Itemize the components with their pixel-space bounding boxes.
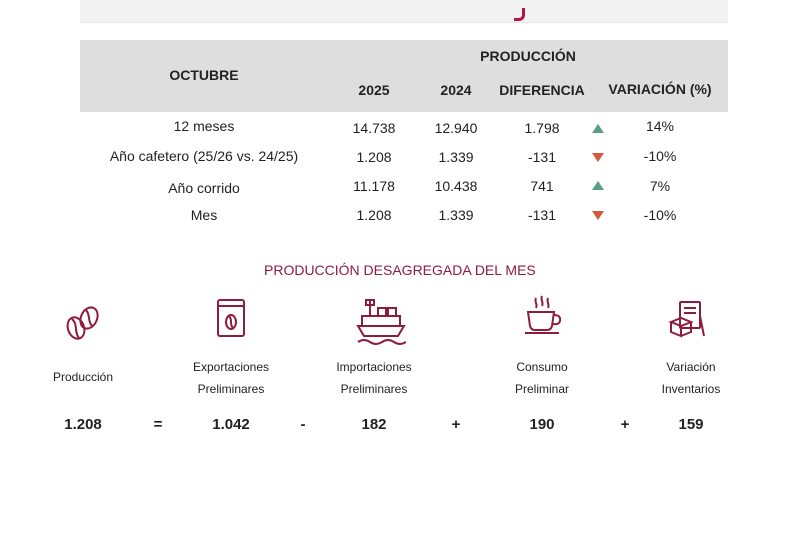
trend-down-icon (592, 153, 604, 162)
trend-down-icon (592, 211, 604, 220)
value-variacion-inventarios: 159 (678, 416, 704, 433)
row-diff: -131 (527, 207, 557, 223)
label-produccion: Producción (53, 366, 113, 388)
coffee-cup-icon (525, 295, 562, 334)
label-line: Preliminares (340, 382, 408, 396)
partial-title-mark (514, 8, 525, 21)
value-exportaciones: 1.042 (212, 416, 250, 433)
row-2025: 1.208 (356, 149, 392, 165)
trend-up-icon (592, 124, 604, 133)
label-consumo: Consumo Preliminar (515, 356, 569, 400)
row-2025: 14.738 (352, 120, 396, 136)
cargo-ship-icon (356, 299, 406, 345)
row-2024: 10.438 (434, 178, 478, 194)
coffee-bean-icon (66, 306, 99, 340)
label-line: Preliminares (197, 382, 265, 396)
label-exportaciones: Exportaciones Preliminares (193, 356, 269, 400)
row-diff: -131 (527, 149, 557, 165)
row-2025: 1.208 (356, 207, 392, 223)
coffee-bag-icon (217, 299, 245, 337)
header-production: PRODUCCIÓN (480, 48, 576, 64)
header-diferencia: DIFERENCIA (499, 82, 585, 98)
row-variation: 7% (649, 178, 671, 194)
row-diff: 741 (530, 178, 554, 194)
row-label: Año cafetero (25/26 vs. 24/25) (109, 148, 299, 164)
row-2024: 1.339 (438, 149, 474, 165)
header-2024: 2024 (440, 82, 472, 98)
header-month: OCTUBRE (169, 67, 239, 83)
inventory-icon (668, 301, 705, 338)
row-2024: 12.940 (434, 120, 478, 136)
label-importaciones: Importaciones Preliminares (336, 356, 411, 400)
value-consumo: 190 (529, 416, 555, 433)
row-diff: 1.798 (524, 120, 560, 136)
header-variacion: VARIACIÓN (%) (608, 81, 712, 97)
operator-equals: = (153, 416, 163, 433)
label-line: Variación (666, 360, 716, 374)
row-label: Mes (190, 207, 218, 223)
operator-plus: + (620, 416, 630, 433)
value-importaciones: 182 (361, 416, 387, 433)
label-line: Producción (52, 370, 114, 384)
table-header (80, 40, 728, 112)
header-2025: 2025 (358, 82, 390, 98)
value-produccion: 1.208 (64, 416, 102, 433)
breakdown-title: PRODUCCIÓN DESAGREGADA DEL MES (264, 262, 536, 278)
label-line: Importaciones (336, 360, 412, 374)
row-2025: 11.178 (353, 178, 395, 194)
row-variation: -10% (643, 148, 677, 164)
operator-plus: + (451, 416, 461, 433)
trend-up-icon (592, 181, 604, 190)
row-label: Año corrido (168, 180, 240, 196)
top-banner-strip (80, 0, 728, 23)
row-2024: 1.339 (438, 207, 474, 223)
label-line: Inventarios (661, 382, 721, 396)
operator-minus: - (300, 416, 306, 433)
label-line: Consumo (516, 360, 568, 374)
row-variation: 14% (645, 118, 675, 134)
row-label: 12 meses (173, 118, 235, 134)
label-line: Preliminar (514, 382, 570, 396)
label-line: Exportaciones (192, 360, 270, 374)
row-variation: -10% (643, 207, 677, 223)
label-variacion-inventarios: Variación Inventarios (662, 356, 721, 400)
